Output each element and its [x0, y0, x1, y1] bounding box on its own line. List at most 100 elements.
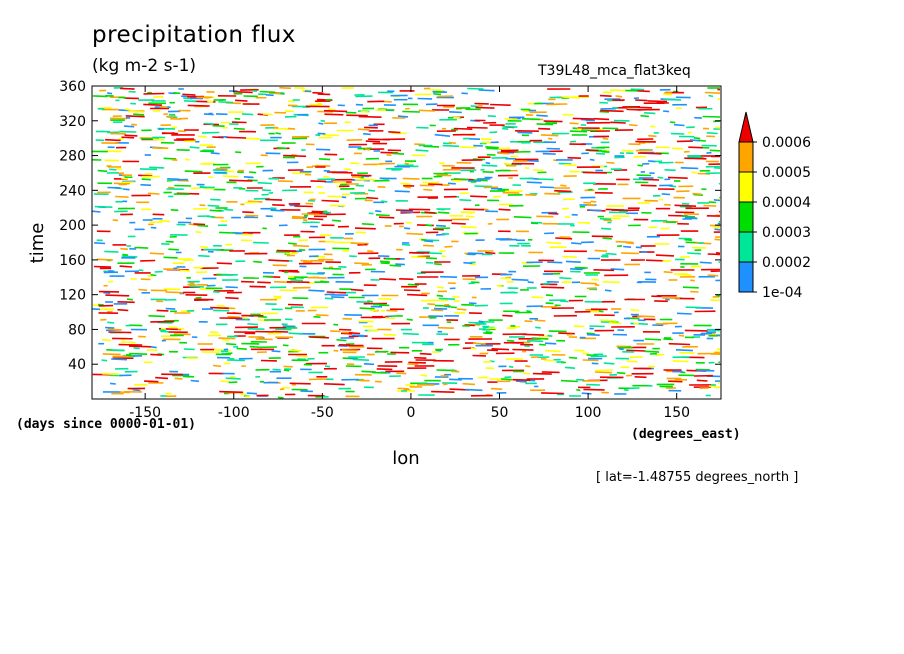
heatmap-streak [593, 117, 610, 121]
heatmap-streak [189, 282, 195, 285]
heatmap-streak [418, 109, 436, 112]
heatmap-streak [120, 341, 136, 344]
heatmap-streak [502, 127, 509, 130]
heatmap-streak [554, 189, 572, 193]
heatmap-streak [682, 286, 699, 289]
heatmap-streak [350, 288, 364, 292]
heatmap-streak [123, 125, 135, 128]
heatmap-streak [536, 123, 554, 126]
heatmap-streak [287, 303, 303, 306]
heatmap-streak [226, 343, 237, 346]
heatmap-streak [357, 128, 370, 131]
heatmap-streak [437, 286, 444, 289]
heatmap-streak [684, 157, 707, 160]
axes: -150 -100 -50 0 50 100 150 40 80 120 160 200 240 280 3… [59, 79, 721, 421]
heatmap-streak [110, 382, 116, 385]
heatmap-streak [526, 339, 544, 343]
heatmap-streak [664, 169, 676, 172]
heatmap-streak [148, 315, 165, 318]
heatmap-streak [602, 254, 609, 257]
heatmap-streak [128, 345, 152, 348]
heatmap-streak [423, 145, 440, 148]
heatmap-streak [541, 392, 564, 395]
heatmap-streak [93, 265, 112, 268]
heatmap-streak [623, 388, 629, 392]
heatmap-streak [714, 351, 721, 354]
heatmap-streak [367, 300, 373, 303]
heatmap-streak [339, 328, 352, 331]
heatmap-streak [189, 146, 200, 149]
heatmap-streak [459, 199, 472, 202]
heatmap-streak [273, 126, 279, 129]
heatmap-streak [178, 130, 186, 133]
heatmap-streak [134, 246, 149, 249]
heatmap-streak [322, 134, 340, 137]
heatmap-streak [474, 185, 493, 188]
heatmap-streak [498, 208, 511, 211]
heatmap-streak [525, 365, 531, 368]
heatmap-streak [640, 184, 657, 187]
heatmap-streak [436, 294, 444, 297]
heatmap-streak [183, 375, 195, 378]
colorbar-label: 0.0002 [762, 255, 811, 271]
heatmap-streak [586, 332, 596, 335]
heatmap-streak [535, 326, 541, 329]
heatmap-streak [133, 113, 145, 116]
y-tick-label: 240 [59, 183, 86, 199]
heatmap-streak [312, 276, 327, 279]
heatmap-streak [210, 306, 229, 310]
heatmap-streak [673, 123, 685, 127]
heatmap-streak [713, 199, 721, 202]
heatmap-streak [309, 103, 323, 106]
heatmap-streak [478, 320, 484, 323]
y-tick-label: 280 [59, 149, 86, 165]
heatmap-streak [150, 273, 157, 277]
heatmap-streak [424, 240, 434, 243]
heatmap-streak [451, 128, 458, 131]
chart-units: (kg m-2 s-1) [92, 56, 197, 76]
heatmap-streak [644, 350, 660, 353]
heatmap-streak [104, 250, 119, 253]
heatmap-streak [116, 167, 122, 171]
heatmap-streak [375, 214, 390, 217]
heatmap-streak [669, 121, 676, 124]
heatmap-streak [442, 144, 460, 148]
heatmap-streak [427, 252, 443, 255]
heatmap-streak [630, 308, 640, 312]
heatmap-streak [332, 219, 341, 222]
heatmap-streak [429, 88, 444, 92]
heatmap-streak [572, 117, 595, 120]
heatmap-streak [406, 318, 413, 321]
heatmap-streak [531, 337, 549, 340]
heatmap-streak [538, 127, 551, 130]
heatmap-streak [320, 119, 325, 122]
heatmap-streak [703, 204, 717, 207]
colorbar-segment [738, 171, 754, 203]
heatmap-streak [210, 198, 221, 201]
colorbar-label: 0.0006 [762, 135, 811, 151]
heatmap-streak [96, 258, 113, 261]
heatmap-streak [644, 338, 662, 341]
heatmap-streak [450, 306, 457, 309]
heatmap-streak [577, 221, 591, 224]
heatmap-streak [512, 378, 531, 381]
heatmap-streak [173, 333, 191, 336]
heatmap-streak [485, 331, 493, 334]
heatmap-streak [97, 169, 108, 173]
heatmap-streak [537, 178, 554, 181]
heatmap-streak [323, 267, 342, 270]
heatmap-streak [599, 94, 612, 97]
heatmap-streak [630, 88, 645, 91]
heatmap-streak [615, 240, 634, 244]
heatmap-streak [625, 241, 635, 245]
heatmap-streak [655, 254, 675, 257]
y-tick-label: 360 [59, 79, 86, 95]
heatmap-streak [693, 193, 703, 196]
heatmap-streak [218, 101, 234, 104]
heatmap-streak [644, 112, 656, 115]
heatmap-streak [261, 189, 272, 192]
heatmap-streak [206, 215, 216, 218]
heatmap-streak [358, 115, 382, 118]
heatmap-streak [337, 344, 348, 347]
heatmap-streak [159, 329, 166, 332]
